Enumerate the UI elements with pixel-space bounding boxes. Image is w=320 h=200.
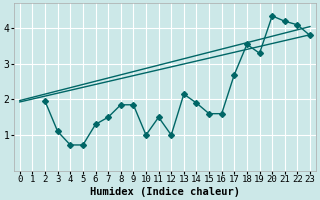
X-axis label: Humidex (Indice chaleur): Humidex (Indice chaleur) bbox=[90, 186, 240, 197]
